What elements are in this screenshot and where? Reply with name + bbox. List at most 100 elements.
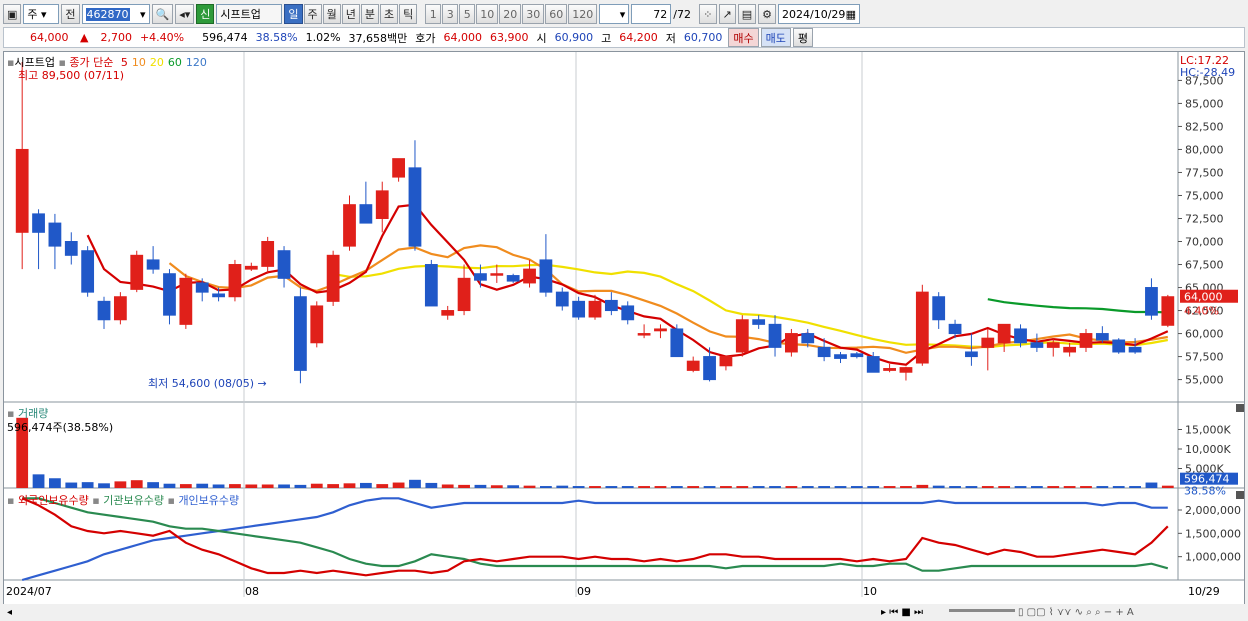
save-icon[interactable]: ▤	[737, 4, 757, 24]
volume-bar	[883, 486, 896, 488]
minute-step-button[interactable]: 30	[522, 4, 545, 24]
search-icon[interactable]: 🔍	[151, 4, 174, 24]
price-tick-label: 55,000	[1185, 374, 1224, 387]
chart-area[interactable]: 87,500 85,000 82,500 80,000 77,500 75,000 72,5…	[3, 51, 1245, 618]
candle-body	[359, 204, 373, 224]
volume-bar	[1145, 482, 1158, 488]
volume-panel-title: ▪ 거래량	[7, 407, 49, 420]
volume-bar	[376, 484, 389, 488]
candle-body	[441, 310, 455, 316]
volume-bar	[507, 485, 520, 488]
candle-body	[506, 275, 520, 282]
scroll-nav-controls[interactable]: ▸ ⏮ ■ ⏭	[881, 607, 923, 618]
volume-bar	[670, 486, 683, 488]
candle-body	[392, 158, 405, 178]
dots-icon[interactable]: ⁘	[699, 4, 717, 24]
average-button[interactable]: 평	[792, 28, 814, 47]
low-price: 60,700	[683, 31, 723, 44]
date-input[interactable]: 2024/10/29 ▦	[778, 4, 860, 24]
scroll-left-icon[interactable]: ◂	[7, 607, 12, 618]
timeframe-button[interactable]: 초	[380, 4, 399, 24]
candle-body	[654, 328, 667, 332]
minute-step-group: 1 3 5 10 20 30 60 120	[425, 4, 598, 24]
volume-bar	[114, 481, 127, 488]
high-price: 64,200	[619, 31, 658, 44]
panel-close-icon	[1236, 491, 1244, 499]
minute-step-button[interactable]: 10	[476, 4, 499, 24]
candle-body	[81, 250, 95, 293]
volume-bar	[229, 484, 241, 488]
volume-bar	[981, 486, 994, 488]
last-pct-tag: 4.40%	[1184, 305, 1219, 318]
volume-bar	[949, 486, 961, 488]
minute-step-button[interactable]: 60	[545, 4, 568, 24]
volume-bar	[1047, 486, 1060, 488]
candle-body	[1079, 333, 1093, 348]
svg-text:▸ ⏮ ■ ⏭: ▸ ⏮ ■ ⏭	[881, 607, 923, 618]
volume-tick-label: 10,000K	[1185, 443, 1231, 456]
timeframe-button[interactable]: 틱	[399, 4, 418, 24]
gear-icon[interactable]: ⚙	[758, 4, 776, 24]
sell-button[interactable]: 매도	[760, 28, 791, 47]
prev-button[interactable]: 전	[61, 4, 80, 24]
individual-holding-line	[21, 497, 1168, 582]
stock-name-field: 시프트업	[216, 4, 283, 24]
change-percent: +4.40%	[139, 31, 185, 44]
price-tick-label: 80,000	[1185, 143, 1224, 156]
bottom-scroll-bar: ◂ ▸ ⏮ ■ ⏭ ▯ ▢▢ ⌇ ⋎⋎ ∿ ⌕ ⌕ − + A	[3, 604, 1245, 618]
candle-body	[703, 356, 716, 381]
x-label-right: 10/29	[1188, 585, 1220, 598]
zoom-slider[interactable]	[949, 609, 1015, 612]
candle-body	[915, 291, 929, 364]
x-label-aug: 08	[245, 585, 259, 598]
candle-body	[1063, 346, 1077, 353]
candle-body	[474, 273, 487, 281]
minute-step-button[interactable]: 20	[499, 4, 522, 24]
holding-tick-label: 2,000,000	[1185, 504, 1241, 517]
stock-code-input[interactable]: 462870 ▾	[81, 4, 150, 24]
low-label: 저	[665, 31, 676, 45]
volume-bar	[1014, 486, 1027, 488]
candle-body	[752, 319, 766, 325]
volume-bar	[1096, 486, 1109, 488]
volume-bar	[687, 486, 700, 488]
holding-tick-label: 1,000,000	[1185, 551, 1241, 564]
volume-bar	[474, 484, 487, 488]
candle-body	[294, 296, 307, 371]
panel-close-icon	[1236, 404, 1244, 412]
timeframe-button[interactable]: 분	[360, 4, 380, 24]
speaker-icon[interactable]: ◂▾	[175, 4, 195, 24]
chart-svg[interactable]: 87,500 85,000 82,500 80,000 77,500 75,000 72,5…	[4, 52, 1244, 604]
volume-bar	[425, 482, 438, 488]
candle-body	[195, 282, 209, 293]
minute-step-button[interactable]: 120	[568, 4, 598, 24]
period-select[interactable]: 주 ▾	[23, 4, 60, 24]
candle-body	[228, 264, 242, 298]
open-price: 60,900	[554, 31, 594, 44]
candle-body	[719, 356, 733, 367]
institution-holding-line	[22, 497, 1169, 572]
candle-body	[801, 333, 815, 344]
timeframe-button[interactable]: 월	[322, 4, 341, 24]
candle-body	[637, 333, 651, 336]
count-input[interactable]: 72	[631, 4, 672, 24]
candle-body	[1145, 287, 1158, 316]
volume-bar	[81, 482, 94, 488]
minute-step-button[interactable]: 5	[459, 4, 476, 24]
drawing-tools-icon[interactable]: ▯ ▢▢ ⌇ ⋎⋎ ∿ ⌕ ⌕ − + A	[1018, 607, 1134, 618]
minute-step-button[interactable]: 1	[425, 4, 442, 24]
arrow-tool-icon[interactable]: ↗	[718, 4, 736, 24]
ask-price: 64,000	[443, 31, 483, 44]
candle-body	[899, 367, 913, 373]
volume-bar	[1063, 486, 1076, 488]
timeframe-button[interactable]: 주	[303, 4, 322, 24]
price-tick-label: 62,500	[1185, 305, 1224, 318]
buy-button[interactable]: 매수	[728, 28, 759, 47]
chart-menu-icon[interactable]: ▣	[3, 4, 22, 24]
timeframe-button[interactable]: 년	[341, 4, 360, 24]
timeframe-button[interactable]: 일	[284, 4, 303, 24]
price-panel-title: 시프트업	[14, 56, 55, 69]
volume-bar	[1161, 485, 1174, 488]
minute-step-button[interactable]: 3	[442, 4, 459, 24]
step-select[interactable]: ▾	[599, 4, 630, 24]
